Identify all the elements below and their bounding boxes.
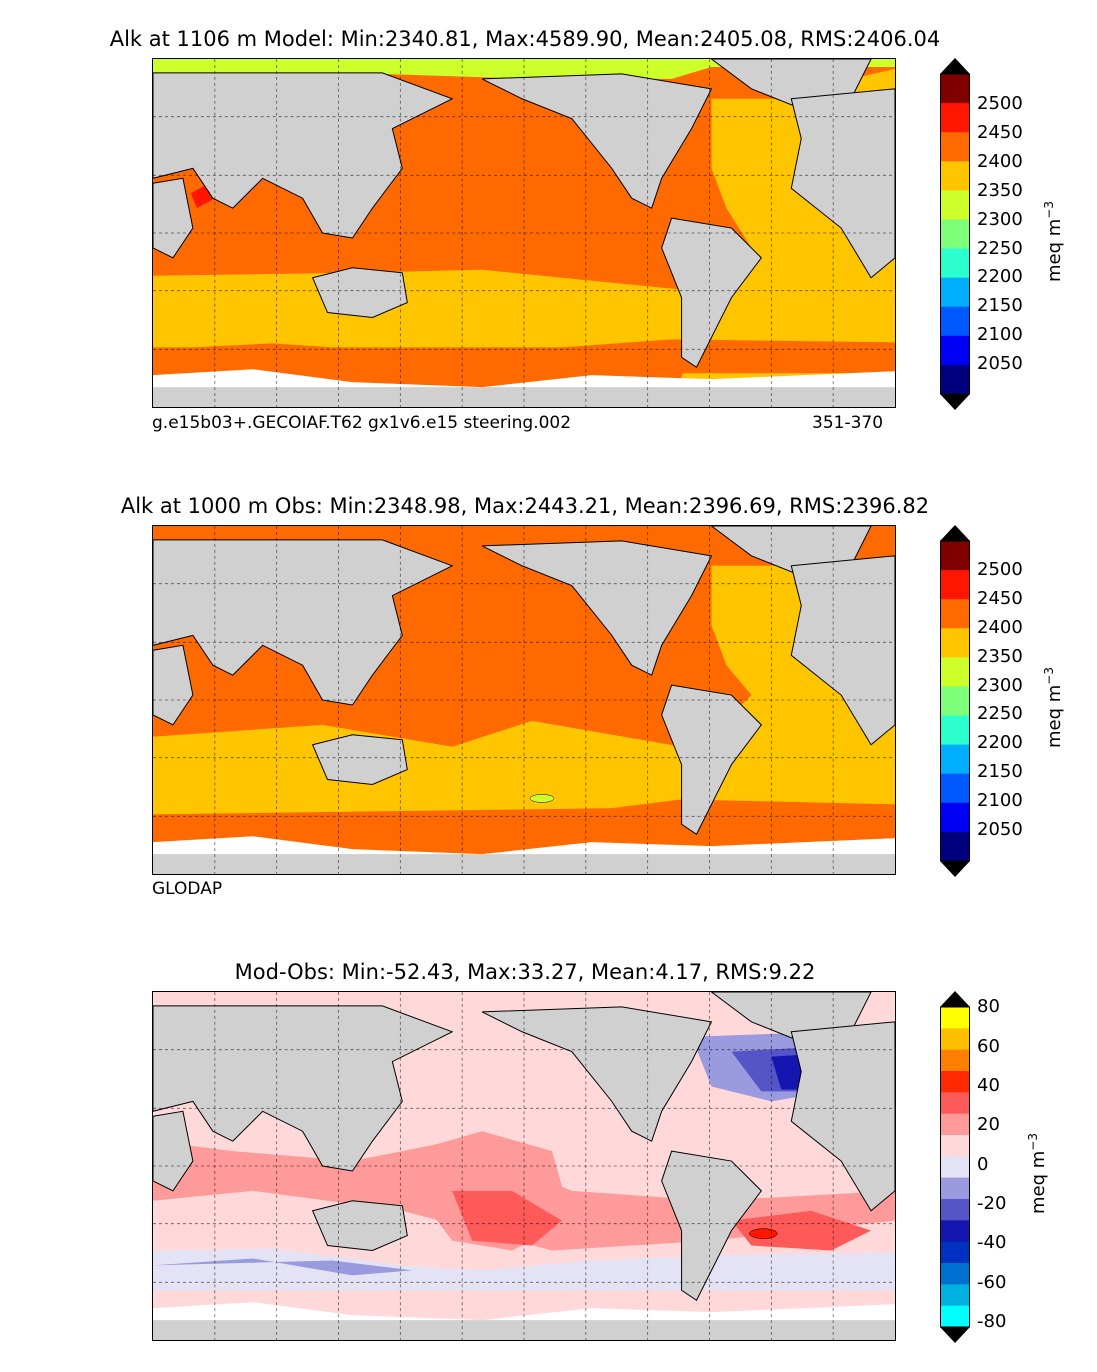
- panel2-colorbar: [940, 525, 970, 877]
- colorbar-segment: [940, 802, 970, 833]
- colorbar-segment: [940, 190, 970, 220]
- panel2-colorbar-svg: [940, 525, 970, 877]
- panel1-unit-label: meq m−3: [1042, 201, 1065, 282]
- colorbar-segment: [940, 1135, 970, 1157]
- panel2-tick: 2100: [977, 790, 1023, 811]
- colorbar-frame: [940, 73, 970, 395]
- panel1-map-drawing: [153, 59, 895, 407]
- colorbar-extend-min: [940, 861, 970, 877]
- colorbar-segment: [940, 103, 970, 133]
- panel1-title: Alk at 1106 m Model: Min:2340.81, Max:45…: [109, 27, 941, 51]
- panel2-map-drawing: [153, 526, 895, 874]
- panel1-map: [152, 58, 896, 408]
- colorbar-segment: [940, 715, 970, 746]
- panel2-tick: 2050: [977, 819, 1023, 840]
- colorbar-segment: [940, 1220, 970, 1243]
- panel2-tick: 2500: [977, 559, 1023, 580]
- colorbar-segment: [940, 1199, 970, 1221]
- colorbar-segment: [940, 335, 970, 366]
- panel3-tick: -80: [977, 1311, 1007, 1332]
- panel3-map: [152, 991, 896, 1341]
- colorbar-segment: [940, 161, 970, 191]
- panel3-tick: 60: [977, 1036, 1000, 1057]
- panel2-tick: 2450: [977, 588, 1023, 609]
- colorbar-segment: [940, 1177, 970, 1200]
- colorbar-extend-min: [940, 394, 970, 410]
- colorbar-segment: [940, 1071, 970, 1093]
- panel2-unit-label: meq m−3: [1042, 667, 1065, 748]
- panel3-colorbar-svg: [940, 991, 970, 1343]
- colorbar-segment: [940, 219, 970, 250]
- panel2-tick: 2250: [977, 703, 1023, 724]
- panel1-colorbar: [940, 58, 970, 410]
- panel3-tick: 0: [977, 1154, 989, 1175]
- panel1-tick: 2250: [977, 238, 1023, 259]
- panel1-tick: 2400: [977, 151, 1023, 172]
- panel1-tick: 2200: [977, 266, 1023, 287]
- panel1-tick: 2150: [977, 295, 1023, 316]
- colorbar-segment: [940, 541, 970, 571]
- panel1-colorbar-svg: [940, 58, 970, 410]
- colorbar-extend-max: [940, 991, 970, 1007]
- panel1-tick: 2350: [977, 180, 1023, 201]
- colorbar-extend-max: [940, 525, 970, 541]
- colorbar-segment: [940, 277, 970, 308]
- panel1-tick: 2450: [977, 122, 1023, 143]
- panel2-tick: 2150: [977, 761, 1023, 782]
- colorbar-segment: [940, 1007, 970, 1029]
- panel2-tick: 2400: [977, 617, 1023, 638]
- colorbar-segment: [940, 1049, 970, 1072]
- panel3-tick: 40: [977, 1075, 1000, 1096]
- colorbar-segment: [940, 599, 970, 629]
- colorbar-frame: [940, 1006, 970, 1328]
- panel1-tick: 2050: [977, 353, 1023, 374]
- colorbar-segment: [940, 744, 970, 775]
- panel2-title: Alk at 1000 m Obs: Min:2348.98, Max:2443…: [120, 494, 930, 518]
- panel2-tick: 2350: [977, 646, 1023, 667]
- colorbar-segment: [940, 628, 970, 658]
- colorbar-extend-min: [940, 1327, 970, 1343]
- panel3-tick: 20: [977, 1114, 1000, 1135]
- colorbar-segment: [940, 773, 970, 804]
- colorbar-segment: [940, 686, 970, 717]
- colorbar-segment: [940, 132, 970, 162]
- panel3-map-drawing: [153, 992, 895, 1340]
- panel1-tick: 2300: [977, 209, 1023, 230]
- panel2-tick: 2200: [977, 732, 1023, 753]
- colorbar-segment: [940, 657, 970, 687]
- panel3-tick: -40: [977, 1232, 1007, 1253]
- colorbar-segment: [940, 570, 970, 600]
- colorbar-segment: [940, 306, 970, 337]
- panel3-tick: 80: [977, 996, 1000, 1017]
- panel1-run-label: g.e15b03+.GECOIAF.T62 gx1v6.e15 steering…: [152, 413, 572, 433]
- colorbar-segment: [940, 1092, 970, 1115]
- panel3-tick: -20: [977, 1193, 1007, 1214]
- panel2-map: [152, 525, 896, 875]
- colorbar-segment: [940, 1156, 970, 1179]
- panel3-unit-label: meq m−3: [1026, 1133, 1049, 1214]
- panel1-years-label: 351-370: [812, 413, 884, 433]
- panel1-tick: 2100: [977, 324, 1023, 345]
- colorbar-segment: [940, 1305, 970, 1328]
- colorbar-frame: [940, 540, 970, 862]
- panel3-colorbar: [940, 991, 970, 1343]
- panel3-title: Mod-Obs: Min:-52.43, Max:33.27, Mean:4.1…: [234, 960, 816, 984]
- colorbar-segment: [940, 1113, 970, 1136]
- colorbar-segment: [940, 1241, 970, 1264]
- colorbar-segment: [940, 1028, 970, 1051]
- colorbar-segment: [940, 1284, 970, 1307]
- panel1-tick: 2500: [977, 93, 1023, 114]
- colorbar-segment: [940, 831, 970, 862]
- panel2-tick: 2300: [977, 675, 1023, 696]
- colorbar-segment: [940, 364, 970, 395]
- colorbar-segment: [940, 248, 970, 279]
- panel3-tick: -60: [977, 1272, 1007, 1293]
- colorbar-segment: [940, 1263, 970, 1285]
- colorbar-extend-max: [940, 58, 970, 74]
- panel2-source-label: GLODAP: [152, 879, 223, 899]
- colorbar-segment: [940, 74, 970, 104]
